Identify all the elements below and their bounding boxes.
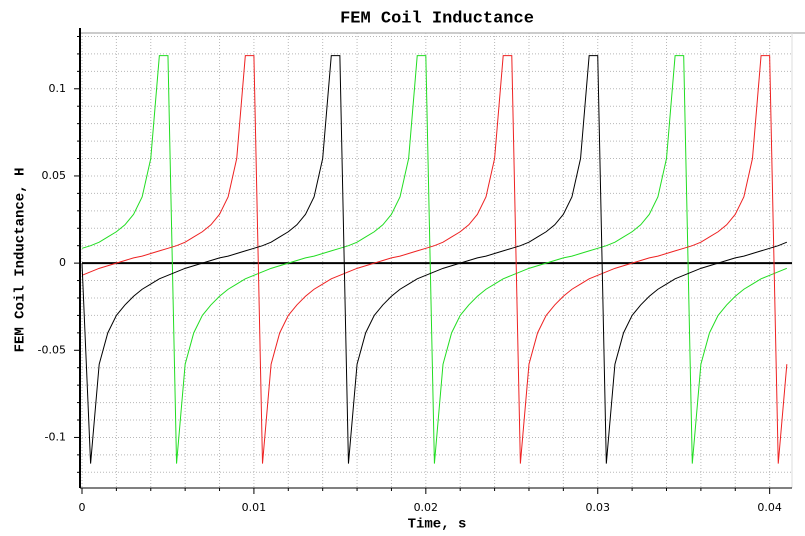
y-tick-label: 0.1 <box>49 82 67 95</box>
x-axis-label: Time, s <box>408 517 467 533</box>
axes: 0 0.01 0.02 0.03 0.04 -0.1 -0.05 0 0.05 0.1 <box>38 28 792 514</box>
x-tick-label: 0.04 <box>757 501 782 514</box>
y-tick-label: -0.1 <box>45 430 66 443</box>
y-tick-label: 0.05 <box>42 169 67 182</box>
series-line <box>81 55 788 464</box>
series-line <box>81 55 788 464</box>
x-tick-label: 0.02 <box>414 501 439 514</box>
x-tick-label: 0.01 <box>242 501 267 514</box>
x-tick-label: 0.03 <box>585 501 610 514</box>
series-line <box>81 55 788 464</box>
y-tick-label: -0.05 <box>38 343 66 356</box>
y-tick-label: 0 <box>59 256 66 269</box>
lines <box>81 55 788 464</box>
x-tick-label: 0 <box>79 501 86 514</box>
y-axis-label: FEM Coil Inductance, H <box>13 168 29 353</box>
chart-title: FEM Coil Inductance <box>340 9 534 28</box>
grid <box>80 32 805 488</box>
